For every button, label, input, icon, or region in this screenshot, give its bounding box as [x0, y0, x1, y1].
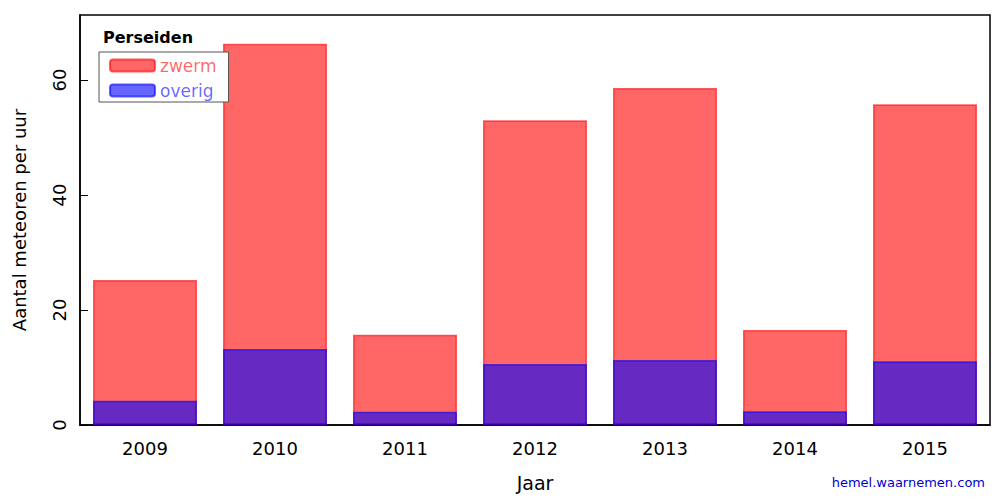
svg-text:Perseiden: Perseiden: [103, 28, 193, 47]
svg-text:2011: 2011: [382, 438, 428, 459]
svg-text:2015: 2015: [902, 438, 948, 459]
svg-text:60: 60: [49, 69, 70, 92]
svg-text:2012: 2012: [512, 438, 558, 459]
svg-text:2009: 2009: [122, 438, 168, 459]
svg-text:20: 20: [49, 299, 70, 322]
svg-text:zwerm: zwerm: [160, 56, 217, 76]
svg-text:Jaar: Jaar: [516, 472, 554, 494]
svg-text:2010: 2010: [252, 438, 298, 459]
svg-text:2014: 2014: [772, 438, 818, 459]
svg-text:2013: 2013: [642, 438, 688, 459]
svg-text:0: 0: [49, 419, 70, 430]
svg-text:40: 40: [49, 184, 70, 207]
svg-text:hemel.waarnemen.com: hemel.waarnemen.com: [832, 475, 985, 490]
svg-text:Aantal meteoren per uur: Aantal meteoren per uur: [9, 108, 30, 331]
svg-text:overig: overig: [160, 81, 213, 101]
